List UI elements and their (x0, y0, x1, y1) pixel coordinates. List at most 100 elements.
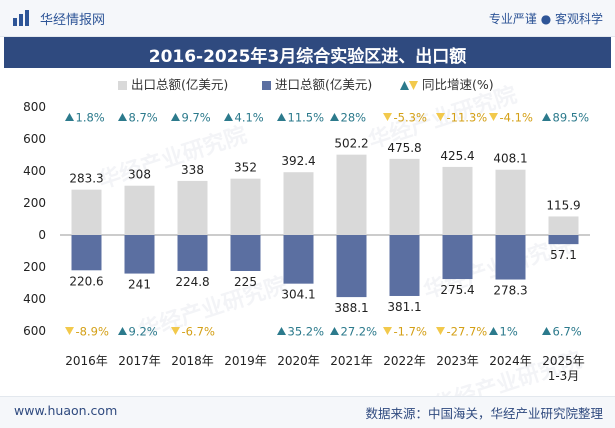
export-bar (495, 169, 526, 235)
export-value-label: 408.1 (493, 152, 527, 166)
export-value-label: 308 (128, 168, 151, 182)
site-url: www.huaon.com (14, 403, 118, 418)
export-value-label: 425.4 (440, 149, 474, 163)
export-bar (548, 216, 579, 235)
import-growth-label: -6.7% (182, 325, 215, 339)
x-tick-label: 2022年 (383, 354, 426, 368)
footer-bar: www.huaon.com 数据来源：中国海关，华经产业研究院整理 (0, 396, 615, 428)
legend-export-swatch (118, 81, 127, 90)
export-growth-label: 28% (341, 111, 367, 125)
export-value-label: 115.9 (546, 198, 580, 212)
export-growth-label: -11.3% (447, 111, 488, 125)
import-value-label: 241 (128, 278, 151, 292)
y-tick-label: 400 (23, 292, 46, 306)
import-value-label: 220.6 (69, 274, 103, 288)
chart-plot: 800 600 400 200 0 200 400 600 283.3 220.6 1.8% -8.9… (23, 100, 590, 383)
x-tick-label: 2016年 (65, 354, 108, 368)
import-bar (283, 235, 314, 284)
import-value-label: 275.4 (440, 283, 474, 297)
import-value-label: 57.1 (550, 248, 577, 262)
import-growth-label: 27.2% (341, 325, 378, 339)
y-tick-label: 800 (23, 100, 46, 114)
header-bar: 华经情报网 专业严谨 ● 客观科学 (0, 0, 615, 37)
import-growth-label: 1% (500, 325, 518, 339)
import-bar (548, 235, 579, 245)
x-tick-label: 2023年 (436, 354, 479, 368)
brand-name: 华经情报网 (40, 13, 106, 28)
triangle-down-icon (436, 113, 445, 121)
data-source: 数据来源：中国海关，华经产业研究院整理 (365, 406, 603, 421)
triangle-up-icon (277, 327, 286, 335)
export-growth-label: -5.3% (394, 111, 427, 125)
export-bar (336, 154, 367, 235)
export-bar (389, 158, 420, 235)
legend-growth-label: 同比增速(%) (422, 77, 494, 92)
export-growth-label: 1.8% (76, 111, 105, 125)
import-bar (230, 235, 261, 271)
y-tick-label: 0 (38, 228, 46, 242)
import-bar (124, 235, 155, 274)
import-growth-label: -8.9% (76, 325, 109, 339)
triangle-down-icon (383, 113, 392, 121)
triangle-down-icon (383, 327, 392, 335)
import-bar (442, 235, 473, 280)
triangle-up-icon (118, 113, 127, 121)
triangle-up-icon (400, 81, 409, 90)
triangle-up-icon (542, 327, 551, 335)
y-tick-label: 600 (23, 132, 46, 146)
import-growth-label: -1.7% (394, 325, 427, 339)
y-tick-label: 200 (23, 260, 46, 274)
import-growth-label: -27.7% (447, 325, 488, 339)
import-bar (71, 235, 102, 271)
export-value-label: 283.3 (69, 172, 103, 186)
export-bar (283, 172, 314, 235)
slogan: 专业严谨 ● 客观科学 (488, 12, 603, 26)
export-growth-label: 8.7% (129, 111, 158, 125)
triangle-up-icon (224, 113, 233, 121)
import-growth-label: 35.2% (288, 325, 325, 339)
triangle-up-icon (118, 327, 127, 335)
x-tick-label: 2019年 (224, 354, 267, 368)
triangle-up-icon (65, 113, 74, 121)
import-value-label: 224.8 (175, 275, 209, 289)
export-growth-label: -4.1% (500, 111, 533, 125)
triangle-up-icon (171, 113, 180, 121)
export-growth-label: 11.5% (288, 111, 325, 125)
x-tick-label: 2017年 (118, 354, 161, 368)
x-tick-label: 2020年 (277, 354, 320, 368)
y-tick-label: 600 (23, 324, 46, 338)
chart-title: 2016-2025年3月综合实验区进、出口额 (148, 47, 467, 67)
y-tick-label: 200 (23, 196, 46, 210)
title-bar: 2016-2025年3月综合实验区进、出口额 (4, 37, 611, 68)
x-tick-label: 2018年 (171, 354, 214, 368)
import-bar (336, 235, 367, 298)
export-value-label: 338 (181, 163, 204, 177)
legend-import-swatch (262, 81, 271, 90)
export-value-label: 502.2 (334, 137, 368, 151)
import-value-label: 304.1 (281, 288, 315, 302)
triangle-down-icon (489, 113, 498, 121)
import-bar (495, 235, 526, 280)
import-bar (177, 235, 208, 271)
import-value-label: 381.1 (387, 300, 421, 314)
import-bar (389, 235, 420, 296)
export-value-label: 475.8 (387, 141, 421, 155)
legend: 出口总额(亿美元) 进口总额(亿美元) 同比增速(%) (0, 74, 615, 96)
logo-icon (13, 10, 29, 26)
legend-export: 出口总额(亿美元) (118, 74, 228, 93)
triangle-down-icon (436, 327, 445, 335)
export-bar (71, 189, 102, 235)
triangle-up-icon (277, 113, 286, 121)
x-tick-label: 1-3月 (548, 369, 580, 383)
export-value-label: 352 (234, 161, 257, 175)
triangle-up-icon (489, 327, 498, 335)
triangle-up-icon (330, 113, 339, 121)
export-growth-label: 89.5% (553, 111, 590, 125)
export-bar (230, 178, 261, 235)
export-bar (124, 185, 155, 235)
legend-import-label: 进口总额(亿美元) (275, 77, 373, 92)
triangle-up-icon (542, 113, 551, 121)
import-value-label: 278.3 (493, 284, 527, 298)
y-tick-label: 400 (23, 164, 46, 178)
triangle-up-icon (330, 327, 339, 335)
